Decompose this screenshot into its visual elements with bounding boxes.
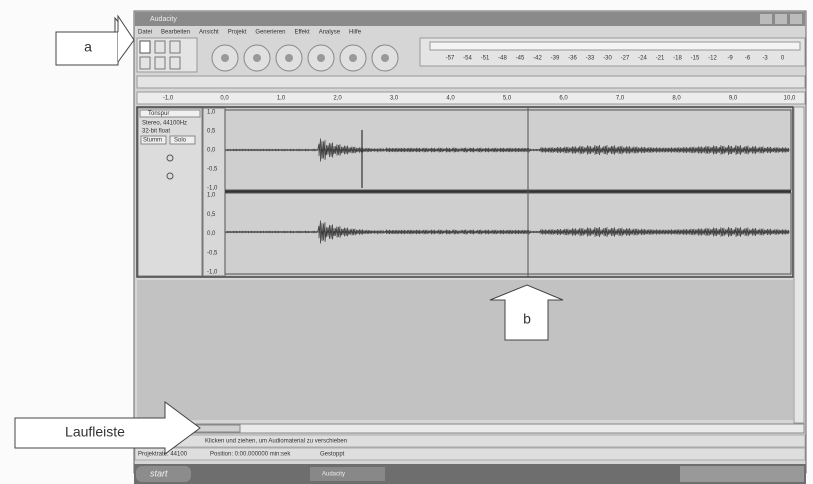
track-name: Tonspur	[148, 111, 169, 117]
meter-tick-label: -54	[463, 56, 472, 62]
title-bar	[135, 12, 805, 26]
vertical-scrollbar[interactable]	[794, 107, 804, 423]
taskbar-task-label: Audacity	[322, 472, 345, 478]
system-tray	[680, 466, 804, 482]
ruler-label: 6,0	[559, 96, 568, 102]
ruler-label: 5,0	[503, 96, 512, 102]
meter-tick-label: -21	[656, 56, 665, 62]
play-icon	[253, 54, 261, 62]
meter-tick-label: -30	[603, 56, 612, 62]
ruler-label: -1,0	[163, 96, 174, 102]
meter-tick-label: -12	[708, 56, 717, 62]
maximize-button[interactable]	[775, 14, 787, 24]
scale-label: -0,5	[207, 167, 218, 173]
meter-tick-label: -15	[691, 56, 700, 62]
ruler-label: 0,0	[220, 96, 229, 102]
pause-icon	[317, 54, 325, 62]
meter-tick-label: -9	[727, 56, 733, 62]
ruler-label: 7,0	[616, 96, 625, 102]
screenshot: Audacity Datei Bearbeiten Ansicht Projekt Ge…	[0, 0, 813, 484]
meter-tick-label: -3	[762, 56, 768, 62]
window-title: Audacity	[150, 16, 177, 23]
ruler-label: 1,0	[277, 96, 286, 102]
meter-tick-label: -27	[621, 56, 630, 62]
meter-tick-label: -24	[638, 56, 647, 62]
track-format: Stereo, 44100Hz	[142, 121, 187, 127]
edit-toolbar	[137, 76, 805, 88]
empty-track-area	[137, 280, 793, 420]
ruler-label: 9,0	[729, 96, 738, 102]
timeline-ruler	[137, 92, 805, 104]
stop-icon	[285, 54, 293, 62]
meter-tick-label: -48	[498, 56, 507, 62]
scale-label: 0,0	[207, 148, 216, 154]
ruler-label: 2,0	[333, 96, 342, 102]
selection-tool[interactable]	[140, 41, 150, 53]
meter-tick-label: -45	[516, 56, 525, 62]
meter-tick-label: -33	[586, 56, 595, 62]
scale-label: 0,0	[207, 231, 216, 237]
meter-tick-label: -51	[481, 56, 490, 62]
scale-label: -0,5	[207, 250, 218, 256]
ruler-label: 8,0	[672, 96, 681, 102]
minimize-button[interactable]	[760, 14, 772, 24]
ruler-label: 10,0	[784, 96, 796, 102]
annotation-b: b	[523, 311, 531, 327]
mute-label: Stumm	[143, 138, 162, 144]
meter-tick-label: -18	[673, 56, 682, 62]
track-bits: 32-bit float	[142, 129, 170, 135]
meter-tick-label: -36	[568, 56, 577, 62]
menu-item[interactable]: Analyse	[319, 30, 341, 36]
meter-tick-label: -57	[446, 56, 455, 62]
menu-item[interactable]: Hilfe	[349, 30, 362, 36]
menu-item[interactable]: Ansicht	[199, 30, 219, 36]
solo-label: Solo	[174, 138, 187, 144]
scale-label: 1,0	[207, 193, 216, 199]
cursor-position: Position: 0:00.000000 min:sek	[210, 452, 291, 458]
ruler-label: 3,0	[390, 96, 399, 102]
menu-item[interactable]: Generieren	[255, 30, 285, 36]
meter-tick-label: -39	[551, 56, 560, 62]
scale-label: -1,0	[207, 270, 218, 276]
menu-item[interactable]: Effekt	[294, 30, 310, 36]
ruler-label: 4,0	[446, 96, 455, 102]
start-label: start	[150, 468, 168, 478]
menu-item[interactable]: Bearbeiten	[161, 30, 190, 36]
menu-item[interactable]: Projekt	[228, 30, 247, 36]
meter-tick-label: -6	[745, 56, 751, 62]
annotation-laufleiste: Laufleiste	[65, 424, 125, 440]
scale-label: 0,5	[207, 129, 216, 135]
status-message: Klicken und ziehen, um Audiomaterial zu …	[205, 439, 347, 445]
annotation-a: a	[84, 39, 92, 55]
meter-tick-label: -42	[533, 56, 542, 62]
project-rate: Projektrate: 44100	[138, 452, 188, 458]
scale-label: 0,5	[207, 212, 216, 218]
scale-label: -1,0	[207, 186, 218, 192]
playback-meter	[430, 42, 800, 50]
play-state: Gestoppt	[320, 452, 345, 458]
skip-end-icon	[381, 54, 389, 62]
record-icon	[349, 54, 357, 62]
skip-start-icon	[221, 54, 229, 62]
scale-label: 1,0	[207, 110, 216, 116]
menu-item[interactable]: Datei	[138, 30, 152, 36]
close-button[interactable]	[790, 14, 802, 24]
